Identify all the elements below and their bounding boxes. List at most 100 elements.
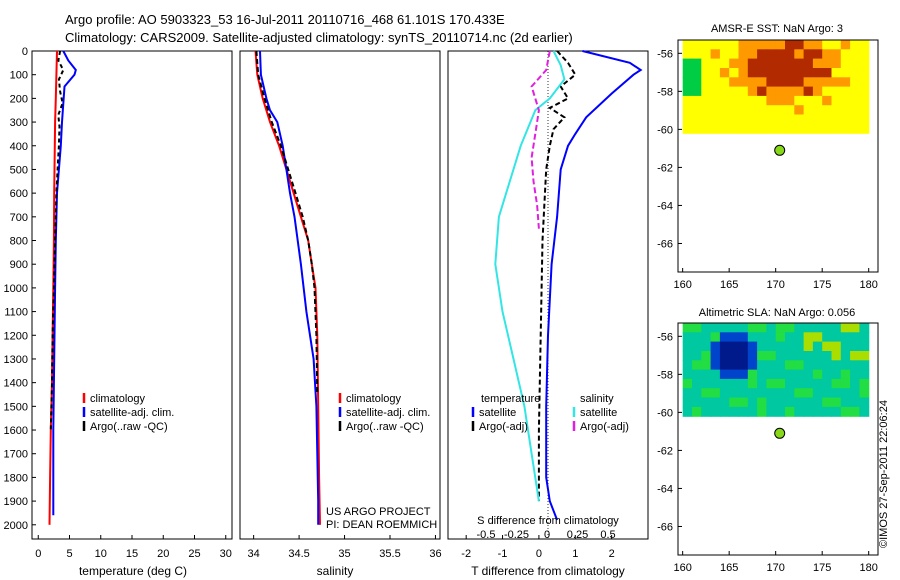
map-cell [757, 123, 767, 134]
panel-temperature: 0100200300400500600700800900100011001200… [4, 46, 233, 578]
map-cell [859, 360, 870, 371]
panel-sla-map: Altimetric SLA: NaN Argo: 0.056 160 165 17… [657, 307, 879, 574]
panel-sst-map: AMSR-E SST: NaN Argo: 3 160 165 170 175 180 -… [657, 23, 879, 291]
map-cell [692, 95, 702, 106]
map-cell [710, 341, 721, 352]
map-cell [710, 406, 721, 417]
map-cell [692, 105, 702, 116]
map-cell [822, 114, 833, 125]
map-cell [757, 351, 767, 361]
map-cell [729, 49, 740, 60]
ytick-label: 600 [10, 188, 28, 200]
map-ytick-label: -66 [657, 238, 673, 250]
map-cell [785, 397, 795, 408]
map-cell [757, 369, 767, 380]
map-cell [729, 105, 740, 116]
map-xtick-label: 160 [673, 562, 691, 574]
sla-map-frame [677, 322, 879, 556]
map-cell [719, 388, 730, 399]
map-xtick-label: 180 [860, 279, 878, 291]
map-cell [692, 369, 702, 380]
map-cell [850, 332, 860, 343]
temperature-xticks: 0 5 10 15 20 25 30 [35, 535, 232, 560]
map-cell [785, 360, 795, 371]
map-cell [729, 341, 740, 352]
map-cell [859, 388, 870, 399]
map-cell [682, 58, 693, 69]
map-cell [850, 77, 860, 88]
difference-series [494, 50, 643, 521]
map-cell [775, 77, 786, 88]
map-cell [710, 397, 721, 408]
map-cell [757, 40, 767, 50]
map-cell [692, 58, 702, 69]
map-cell [747, 58, 758, 69]
map-cell [840, 332, 851, 343]
series-line-satellite [259, 50, 320, 525]
map-cell [701, 40, 712, 50]
map-cell [831, 351, 842, 361]
map-cell [831, 397, 842, 408]
map-cell [692, 323, 702, 333]
map-cell [831, 86, 842, 97]
map-cell [812, 332, 823, 343]
map-cell [812, 40, 823, 50]
map-cell [822, 351, 833, 361]
map-cell [803, 378, 814, 389]
map-cell [682, 114, 693, 125]
series-line-sal_argo [530, 50, 551, 229]
map-cell [812, 388, 823, 399]
map-cell [766, 114, 777, 125]
map-cell [775, 68, 786, 78]
map-cell [785, 40, 795, 50]
map-cell [831, 388, 842, 399]
map-cell [701, 369, 712, 380]
map-cell [850, 49, 860, 60]
map-cell [775, 332, 786, 343]
map-cell [785, 332, 795, 343]
xtick-label: 0 [35, 548, 41, 560]
map-cell [794, 378, 805, 389]
series-line-argo [49, 50, 65, 431]
map-cell [710, 95, 721, 106]
map-cell [757, 388, 767, 399]
map-cell [850, 40, 860, 50]
map-cell [738, 77, 749, 88]
map-cell [682, 77, 693, 88]
temperature-yticks: 0 100 200 300 400 500 600 700 800 900 1000 1100 1200… [4, 46, 36, 532]
map-cell [775, 95, 786, 106]
ytick-label: 1900 [4, 496, 28, 508]
ytick-label: 1300 [4, 354, 28, 366]
map-cell [710, 332, 721, 343]
map-cell [738, 58, 749, 69]
sst-map-frame [677, 39, 879, 273]
map-cell [840, 68, 851, 78]
map-cell [757, 323, 767, 333]
map-cell [794, 123, 805, 134]
map-cell [775, 397, 786, 408]
map-xtick-label: 175 [813, 562, 831, 574]
map-cell [850, 114, 860, 125]
map-cell [682, 105, 693, 116]
map-cell [822, 123, 833, 134]
map-cell [692, 397, 702, 408]
xtick-label: 0 [536, 548, 542, 560]
map-cell [692, 406, 702, 417]
map-cell [785, 77, 795, 88]
map-cell [850, 360, 860, 371]
map-cell [701, 341, 712, 352]
map-cell [719, 323, 730, 333]
map-ytick-label: -64 [657, 483, 673, 495]
map-xtick-label: 170 [766, 562, 784, 574]
map-cell [794, 68, 805, 78]
map-cell [850, 123, 860, 134]
map-cell [850, 105, 860, 116]
map-cell [840, 40, 851, 50]
map-cell [710, 58, 721, 69]
temperature-xlabel: temperature (deg C) [79, 564, 187, 578]
series-line-argo [537, 50, 577, 502]
map-cell [785, 86, 795, 97]
figure-title-line1: Argo profile: AO 5903323_53 16-Jul-2011 … [65, 12, 505, 27]
map-cell [812, 351, 823, 361]
map-cell [757, 332, 767, 343]
